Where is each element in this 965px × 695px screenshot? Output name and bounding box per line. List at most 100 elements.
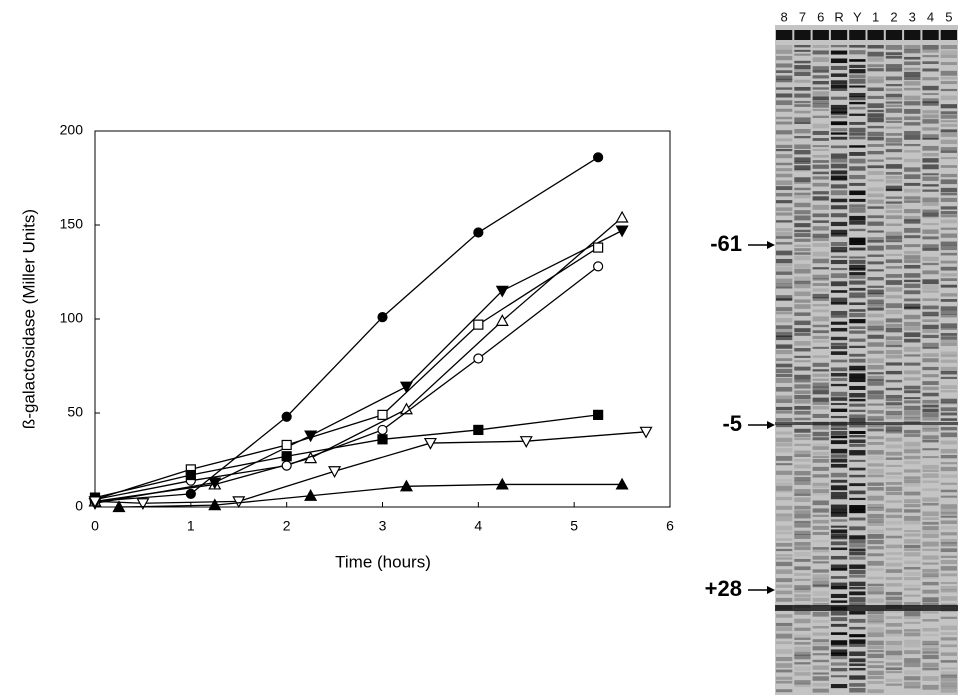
gel-band: [867, 649, 884, 653]
gel-band: [849, 368, 866, 372]
gel-band: [922, 464, 939, 470]
gel-band: [776, 622, 793, 627]
gel-band: [867, 358, 884, 364]
gel-band: [867, 583, 884, 587]
gel-band: [940, 526, 957, 530]
gel-band: [776, 116, 793, 120]
gel-band: [849, 483, 866, 487]
gel-band: [812, 236, 829, 242]
x-tick-label: 5: [570, 518, 578, 534]
gel-band: [830, 45, 848, 48]
gel-band: [867, 378, 884, 382]
gel-band: [885, 137, 903, 143]
gel-band: [922, 473, 939, 478]
gel-band: [794, 233, 811, 238]
gel-band: [776, 144, 793, 149]
gel-band: [849, 403, 866, 407]
gel-band: [867, 171, 884, 175]
gel-band: [794, 672, 811, 676]
gel-band: [885, 149, 903, 153]
gel-band: [940, 54, 957, 58]
gel-band: [849, 358, 866, 363]
gel-band: [940, 133, 957, 137]
gel-band: [885, 491, 903, 496]
gel-band: [885, 327, 903, 333]
gel-band: [904, 144, 921, 147]
gel-band: [922, 684, 939, 690]
gel-band: [940, 508, 957, 513]
gel-band: [812, 401, 829, 405]
gel-band: [922, 256, 939, 262]
gel-band: [904, 321, 921, 327]
gel-band: [812, 130, 829, 135]
y-axis-label: ß-galactosidase (Miller Units): [19, 209, 38, 429]
marker: [208, 498, 222, 511]
marker: [593, 261, 604, 272]
gel-band: [922, 374, 939, 378]
gel-band: [849, 377, 866, 383]
gel-band: [812, 50, 829, 55]
gel-band: [812, 278, 829, 281]
gel-band: [940, 50, 957, 55]
gel-band: [867, 372, 884, 375]
gel-band: [812, 437, 829, 441]
gel-band: [794, 100, 811, 104]
gel-band: [904, 303, 921, 309]
gel-band: [885, 157, 903, 160]
gel-band: [830, 128, 848, 132]
gel-band: [794, 248, 811, 252]
gel-band: [794, 291, 811, 297]
gel-band: [867, 598, 884, 603]
gel-band: [794, 276, 811, 282]
gel-band: [849, 220, 866, 225]
gel-band: [830, 564, 848, 570]
gel-band: [812, 87, 829, 90]
gel-band: [904, 273, 921, 278]
gel-band: [922, 223, 939, 226]
x-axis-label: Time (hours): [335, 552, 431, 571]
gel-band: [812, 251, 829, 257]
gel-band: [776, 100, 793, 106]
gel-band: [794, 597, 811, 601]
gel-band: [922, 158, 939, 163]
gel-band: [922, 49, 939, 53]
gel-band: [794, 437, 811, 441]
gel-band: [867, 230, 884, 233]
gel-band: [940, 227, 957, 230]
gel-band: [830, 529, 848, 534]
gel-band: [776, 479, 793, 482]
gel-band: [812, 382, 829, 388]
gel-band: [867, 261, 884, 265]
gel-band: [904, 594, 921, 597]
gel-band: [830, 430, 848, 436]
gel-band: [794, 53, 811, 56]
gel-band: [922, 319, 939, 322]
gel-band: [867, 165, 884, 169]
gel-band: [830, 617, 848, 622]
gel-band: [794, 202, 811, 208]
gel-band: [830, 383, 848, 387]
gel-band: [794, 683, 811, 688]
gel-band: [922, 202, 939, 206]
gel-band: [794, 524, 811, 528]
gel-band: [904, 108, 921, 114]
gel-band: [794, 384, 811, 389]
gel-band: [849, 264, 866, 269]
gel-band: [830, 435, 848, 439]
gel-band: [776, 108, 793, 112]
gel-band: [812, 378, 829, 381]
gel-band: [940, 219, 957, 224]
gel-band: [776, 45, 793, 50]
gel-band: [904, 577, 921, 581]
gel-band: [849, 453, 866, 456]
gel-band: [922, 342, 939, 348]
gel-band: [867, 455, 884, 461]
gel-band: [922, 548, 939, 551]
gel-band: [922, 581, 939, 586]
gel-band: [885, 508, 903, 513]
gel-band: [776, 470, 793, 475]
gel-band: [885, 336, 903, 341]
gel-band: [885, 426, 903, 432]
gel-band: [940, 385, 957, 390]
